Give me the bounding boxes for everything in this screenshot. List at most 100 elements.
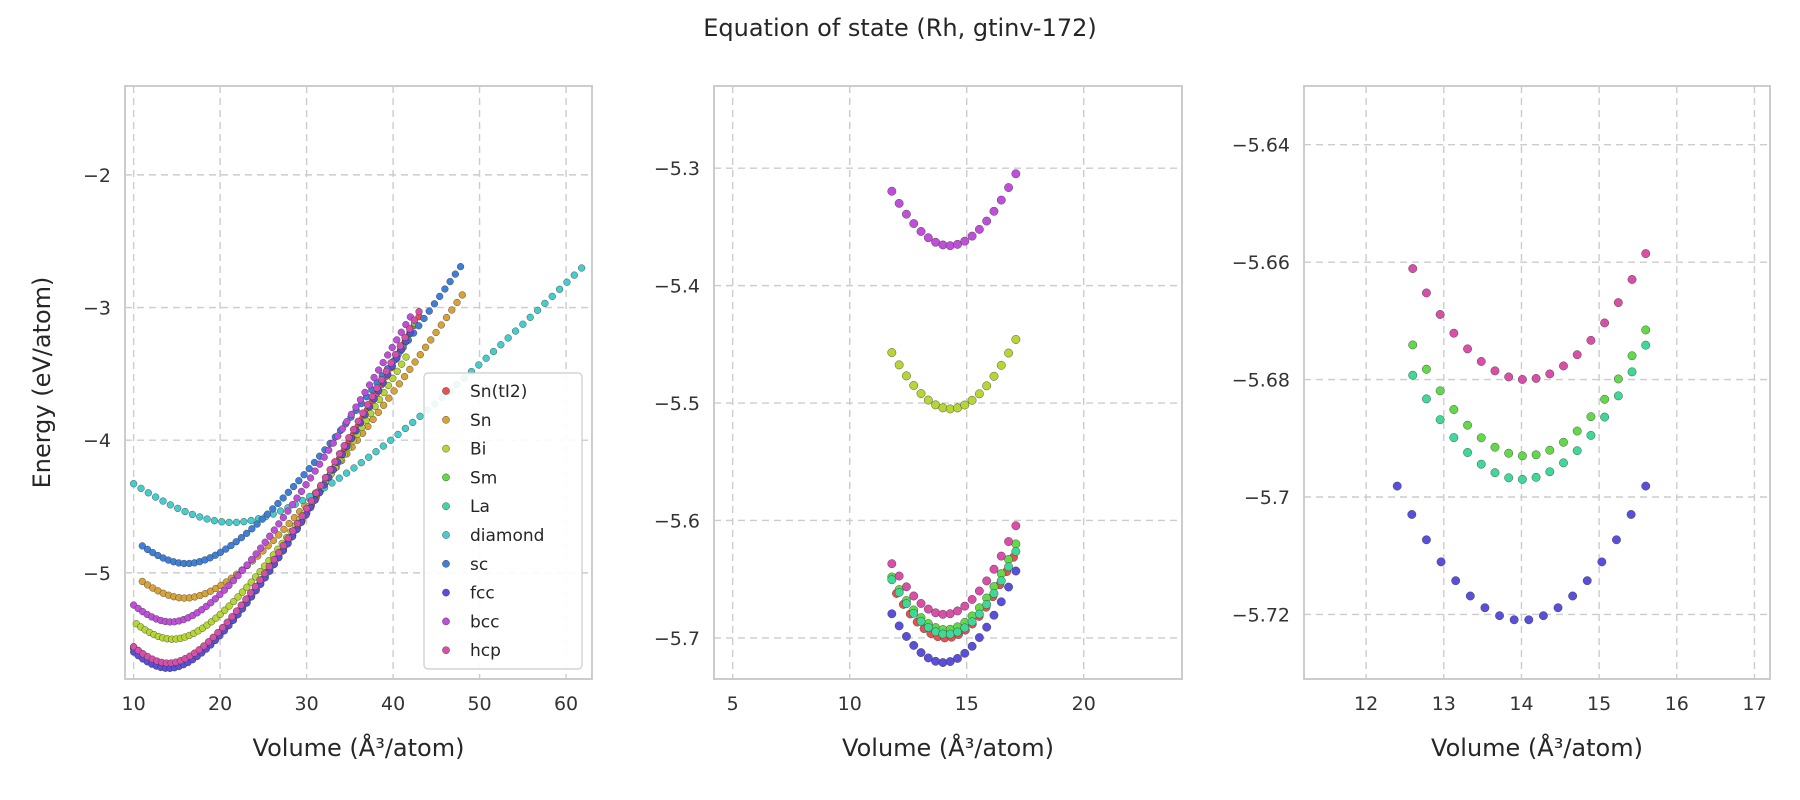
data-point: [1613, 391, 1623, 401]
data-point: [216, 548, 225, 556]
data-point: [144, 489, 152, 497]
y-tick-label: −5.7: [1244, 487, 1290, 509]
data-point: [1568, 591, 1578, 601]
data-point: [934, 2, 942, 10]
data-point: [401, 333, 409, 342]
axes-frame: [713, 85, 1183, 680]
data-point: [482, 354, 490, 362]
data-point: [401, 424, 409, 433]
data-point: [1627, 275, 1637, 284]
data-point: [195, 646, 203, 654]
data-point: [894, 198, 904, 208]
data-point: [1004, 537, 1013, 546]
data-point: [409, 418, 417, 427]
data-point: [393, 336, 401, 344]
data-point: [996, 195, 1006, 205]
data-point: [945, 657, 955, 666]
data-point: [397, 328, 405, 336]
data-point: [533, 306, 542, 314]
data-point: [953, 606, 962, 616]
data-point: [996, 597, 1006, 607]
data-point: [453, 298, 461, 307]
data-point: [960, 623, 970, 633]
data-point: [1504, 448, 1514, 458]
data-point: [306, 474, 315, 482]
data-point: [1408, 370, 1418, 380]
data-point: [225, 602, 233, 610]
data-point: [441, 285, 449, 293]
data-point: [265, 562, 273, 571]
data-point: [960, 648, 970, 658]
data-point: [894, 360, 904, 370]
data-point: [451, 270, 459, 278]
data-point: [894, 571, 904, 581]
data-point: [923, 604, 933, 614]
data-point: [138, 542, 146, 550]
data-point: [248, 525, 256, 533]
legend-entry: fcc: [470, 584, 495, 604]
data-point: [174, 504, 182, 512]
data-point: [375, 366, 383, 374]
panel-3: 12 13 14 15 16 17 −5.72 −5.7 −5.68 −5.66 −5.64 Volu…: [1232, 85, 1771, 762]
data-point: [288, 501, 297, 509]
legend-entry: diamond: [470, 526, 544, 546]
data-point: [356, 396, 365, 404]
data-point: [989, 588, 999, 598]
data-point: [269, 505, 277, 513]
data-point: [1531, 374, 1541, 383]
data-point: [387, 436, 395, 444]
data-point: [237, 601, 245, 609]
data-point: [1476, 357, 1486, 366]
data-point: [411, 358, 419, 366]
x-axis-label: Volume (Å³/atom): [1431, 733, 1643, 762]
data-point: [361, 388, 369, 396]
data-point: [227, 541, 235, 550]
data-point: [378, 376, 386, 384]
data-point: [923, 395, 933, 405]
data-point: [1490, 442, 1500, 452]
data-point: [181, 507, 189, 516]
data-point: [285, 519, 293, 528]
data-point: [425, 307, 433, 315]
data-point: [406, 325, 414, 333]
data-point: [448, 306, 456, 314]
data-point: [945, 629, 955, 639]
data-point: [1504, 473, 1514, 483]
legend-entry: Sm: [470, 468, 497, 488]
data-point: [1495, 611, 1504, 621]
data-point: [335, 450, 344, 458]
data-point: [256, 576, 264, 584]
data-point: [400, 372, 409, 381]
data-point: [331, 458, 339, 466]
data-point: [350, 464, 358, 472]
data-point: [238, 566, 247, 575]
data-point: [1449, 405, 1459, 414]
panels: 10 20 30 40 50 60 −5 −4 −3 −2 Volume (Å³/atom) Ener…: [28, 2, 1771, 762]
data-point: [1451, 576, 1461, 586]
legend-marker: [442, 502, 450, 511]
data-point: [967, 617, 977, 627]
data-point: [297, 487, 306, 496]
data-point: [130, 480, 138, 488]
data-point: [974, 633, 984, 642]
data-point: [916, 599, 926, 608]
y-tick-label: −5.4: [654, 276, 700, 298]
data-point: [328, 479, 336, 487]
data-point: [416, 412, 424, 420]
data-point: [1408, 264, 1418, 273]
data-point: [222, 545, 230, 553]
data-point: [232, 538, 240, 546]
data-point: [909, 641, 919, 650]
data-point: [357, 459, 365, 467]
data-point: [953, 239, 962, 249]
y-tick-label: −5: [83, 563, 111, 585]
data-point: [275, 548, 283, 557]
data-point: [373, 384, 381, 392]
legend-box: [423, 372, 583, 670]
data-point: [228, 613, 236, 621]
data-point: [563, 278, 571, 286]
data-point: [248, 555, 256, 564]
data-point: [364, 422, 372, 431]
legend-entry: Sn(tI2): [470, 382, 527, 402]
